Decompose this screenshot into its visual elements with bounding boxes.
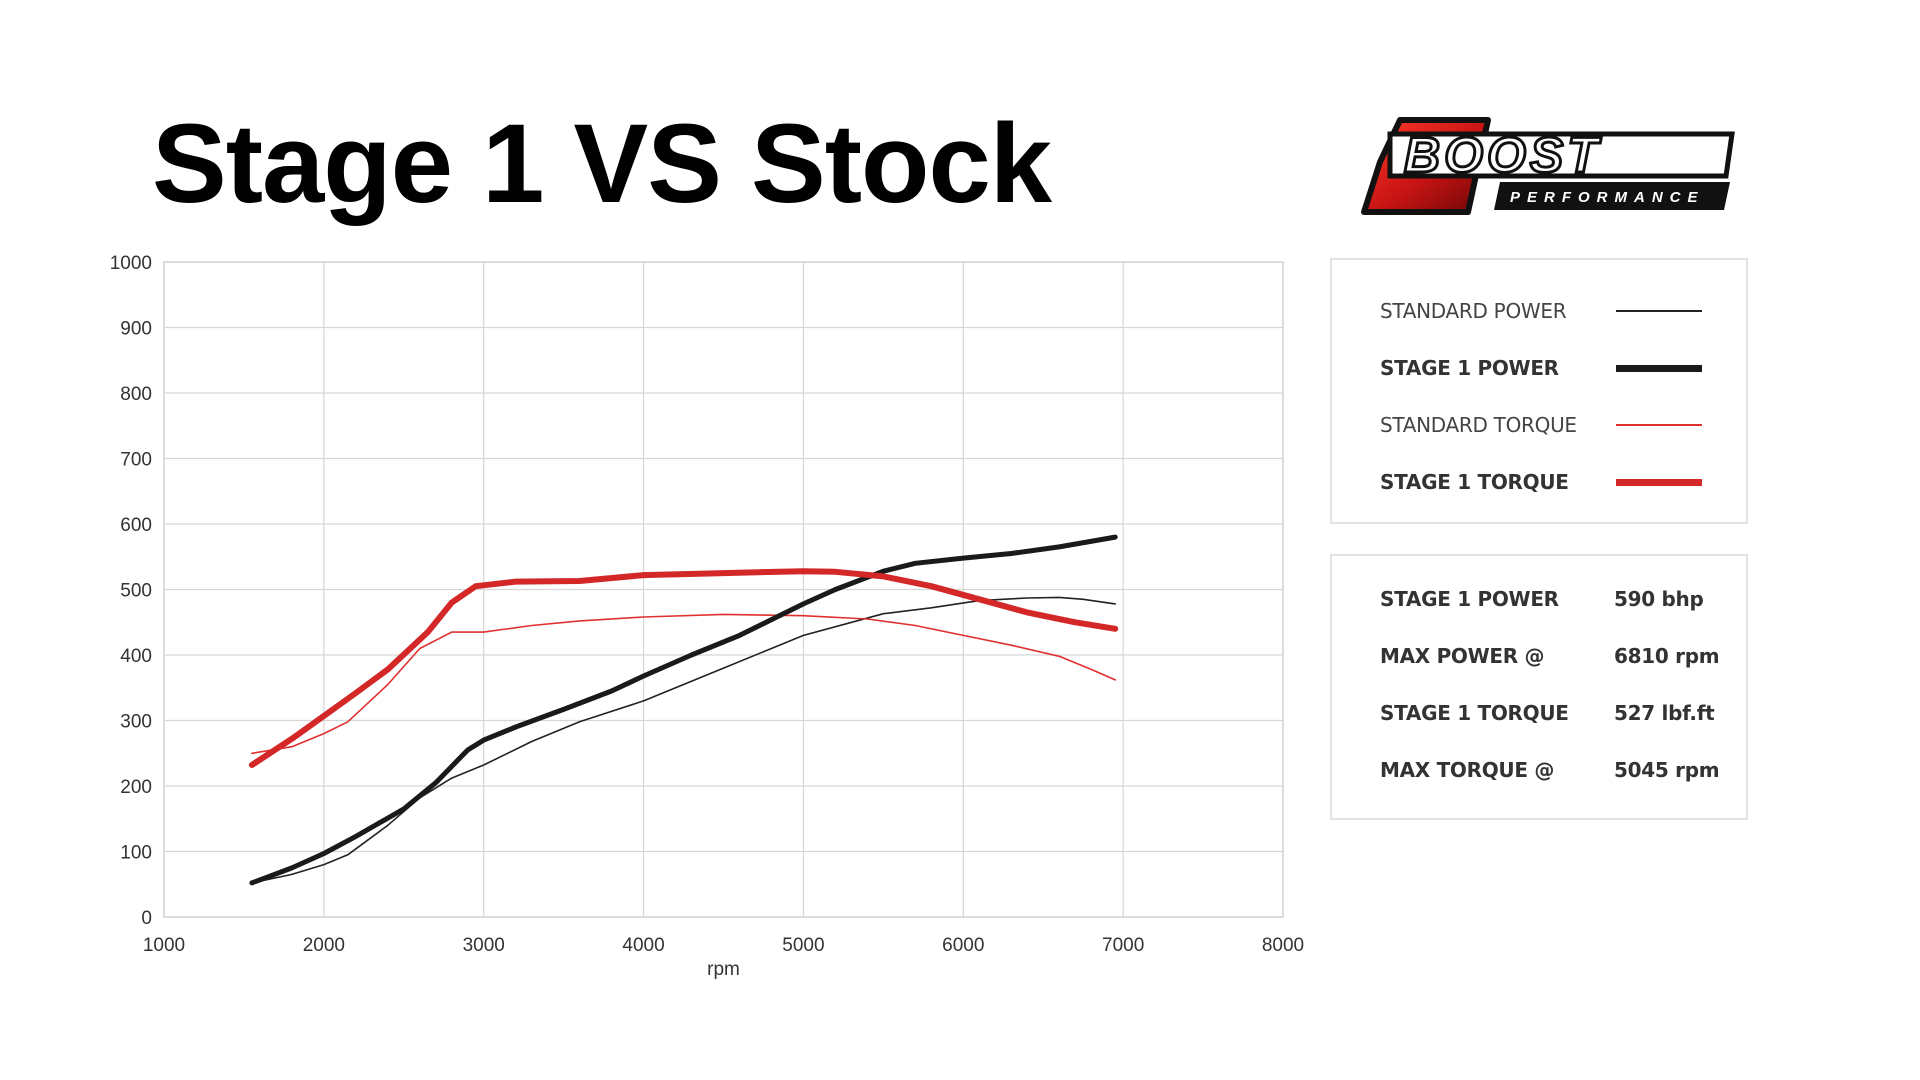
tick-labels: 1000 2000 3000 4000 5000 6000 7000 8000 0 100 200 3… <box>110 253 1304 956</box>
y-tick-label: 600 <box>120 515 152 536</box>
stat-value: 590 bhp <box>1614 587 1704 611</box>
stat-label: STAGE 1 TORQUE <box>1380 701 1569 725</box>
series-line-standard-torque <box>251 613 1116 755</box>
x-tick-label: 2000 <box>303 935 345 956</box>
legend-panel: STANDARD POWER STAGE 1 POWER STANDARD TO… <box>1330 258 1748 524</box>
y-tick-label: 800 <box>120 384 152 405</box>
series-lines <box>248 534 1119 886</box>
page-title: Stage 1 VS Stock <box>152 101 1052 226</box>
y-tick-label: 200 <box>120 777 152 798</box>
logo-main-text: BOOST <box>1404 127 1602 183</box>
legend-item-standard-torque: STANDARD TORQUE <box>1380 410 1702 440</box>
stat-row-power: STAGE 1 POWER 590 bhp <box>1380 584 1704 614</box>
x-tick-label: 8000 <box>1262 935 1304 956</box>
y-tick-label: 900 <box>120 319 152 340</box>
legend-swatch <box>1616 364 1702 372</box>
legend-label: STAGE 1 POWER <box>1380 356 1559 380</box>
legend-item-stage1-torque: STAGE 1 TORQUE <box>1380 467 1702 497</box>
x-axis-label: rpm <box>707 959 740 980</box>
y-tick-label: 500 <box>120 581 152 602</box>
x-tick-label: 1000 <box>143 935 185 956</box>
y-tick-label: 0 <box>141 908 152 929</box>
x-tick-label: 3000 <box>463 935 505 956</box>
legend-swatch <box>1616 424 1702 426</box>
x-tick-label: 7000 <box>1102 935 1144 956</box>
stat-label: MAX POWER @ <box>1380 644 1545 668</box>
stat-value: 5045 rpm <box>1614 758 1720 782</box>
stat-label: STAGE 1 POWER <box>1380 587 1559 611</box>
y-tick-label: 100 <box>120 843 152 864</box>
y-tick-label: 300 <box>120 712 152 733</box>
x-tick-label: 6000 <box>942 935 984 956</box>
series-line-stage-1-torque <box>248 568 1119 768</box>
legend-label: STANDARD TORQUE <box>1380 413 1577 437</box>
legend-swatch <box>1616 310 1702 312</box>
stats-panel: STAGE 1 POWER 590 bhp MAX POWER @ 6810 r… <box>1330 554 1748 820</box>
stat-row-max-power: MAX POWER @ 6810 rpm <box>1380 641 1720 671</box>
stat-label: MAX TORQUE @ <box>1380 758 1555 782</box>
dyno-chart: 1000 2000 3000 4000 5000 6000 7000 8000 0 100 200 3… <box>110 253 1304 980</box>
y-tick-label: 400 <box>120 646 152 667</box>
stat-row-max-torque: MAX TORQUE @ 5045 rpm <box>1380 755 1720 785</box>
legend-label: STAGE 1 TORQUE <box>1380 470 1569 494</box>
legend-item-stage1-power: STAGE 1 POWER <box>1380 353 1702 383</box>
y-tick-label: 700 <box>120 450 152 471</box>
y-tick-label: 1000 <box>110 253 152 274</box>
logo-band <box>1387 131 1735 179</box>
stat-row-torque: STAGE 1 TORQUE 527 lbf.ft <box>1380 698 1715 728</box>
logo-sub-text: PERFORMANCE <box>1510 189 1705 206</box>
legend-item-standard-power: STANDARD POWER <box>1380 296 1702 326</box>
logo-sub-band <box>1494 182 1730 210</box>
stat-value: 6810 rpm <box>1614 644 1720 668</box>
x-tick-label: 4000 <box>622 935 664 956</box>
series-line-standard-power <box>251 596 1116 884</box>
boost-performance-logo: BOOST PERFORMANCE <box>1361 117 1735 215</box>
stat-value: 527 lbf.ft <box>1614 701 1715 725</box>
x-tick-label: 5000 <box>782 935 824 956</box>
series-line-stage-1-power <box>249 534 1118 886</box>
grid <box>163 261 1284 918</box>
legend-label: STANDARD POWER <box>1380 299 1567 323</box>
legend-swatch <box>1616 478 1702 486</box>
